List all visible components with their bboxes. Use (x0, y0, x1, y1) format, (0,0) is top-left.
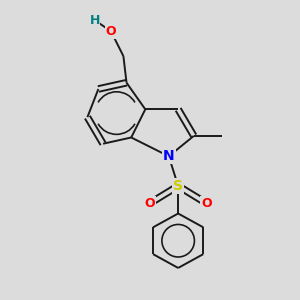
Text: H: H (89, 14, 100, 27)
Text: O: O (201, 197, 211, 210)
Text: O: O (106, 25, 116, 38)
Text: O: O (145, 197, 155, 210)
Text: N: N (163, 149, 175, 163)
Text: S: S (173, 179, 183, 193)
